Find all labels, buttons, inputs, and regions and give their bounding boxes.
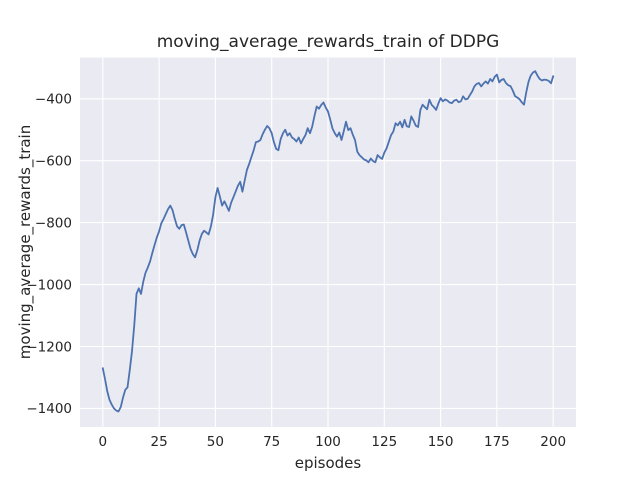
x-tick-label: 100: [315, 434, 341, 450]
gridlines: [80, 57, 576, 427]
y-tick-label: −1200: [26, 339, 72, 355]
x-axis-label: episodes: [295, 454, 362, 472]
x-tick-label: 50: [207, 434, 224, 450]
y-tick-label: −600: [35, 154, 72, 170]
x-tick-label: 25: [151, 434, 168, 450]
x-tick-label: 0: [99, 434, 108, 450]
x-tick-label: 175: [484, 434, 510, 450]
x-tick-labels: 0 25 50 75 100 125 150 175 200: [99, 434, 567, 450]
chart-title: moving_average_rewards_train of DDPG: [157, 32, 500, 52]
series-line-moving-average-rewards: [101, 70, 555, 413]
y-tick-labels: −1400 −1200 −1000 −800 −600 −400: [26, 92, 72, 418]
y-axis-label: moving_average_rewards_train: [16, 125, 35, 359]
x-tick-label: 200: [540, 434, 566, 450]
y-tick-label: −1000: [26, 277, 72, 293]
y-tick-label: −1400: [26, 401, 72, 417]
x-tick-label: 75: [263, 434, 280, 450]
x-tick-label: 150: [428, 434, 454, 450]
y-tick-label: −400: [35, 92, 72, 108]
x-tick-label: 125: [371, 434, 397, 450]
y-tick-label: −800: [35, 215, 72, 231]
